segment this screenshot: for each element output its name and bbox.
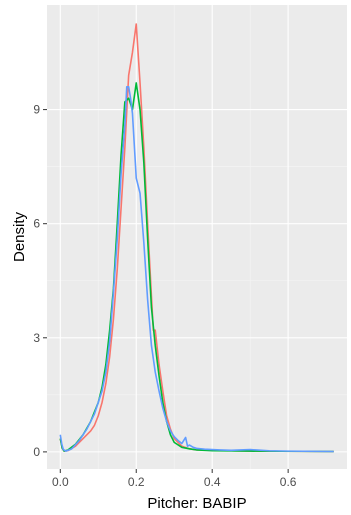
x-tick-label: 0.2 <box>128 475 145 489</box>
y-tick-label: 3 <box>33 331 40 345</box>
density-line-1 <box>59 23 334 453</box>
y-tick-label: 0 <box>33 445 40 459</box>
density-curves <box>59 23 334 453</box>
y-tick-label: 6 <box>33 217 40 231</box>
density-line-3 <box>59 85 334 453</box>
y-axis-title: Density <box>11 211 28 262</box>
y-tick-label: 9 <box>33 103 40 117</box>
x-axis: 0.0 0.2 0.4 0.6 <box>52 469 297 489</box>
y-axis: 0 3 6 9 <box>33 103 47 459</box>
x-tick-label: 0.4 <box>204 475 221 489</box>
minor-gridlines <box>47 5 347 469</box>
x-tick-label: 0.6 <box>280 475 297 489</box>
x-axis-title: Pitcher: BABIP <box>147 495 246 512</box>
major-gridlines <box>47 5 347 469</box>
x-tick-label: 0.0 <box>52 475 69 489</box>
plot-panel <box>47 5 347 469</box>
